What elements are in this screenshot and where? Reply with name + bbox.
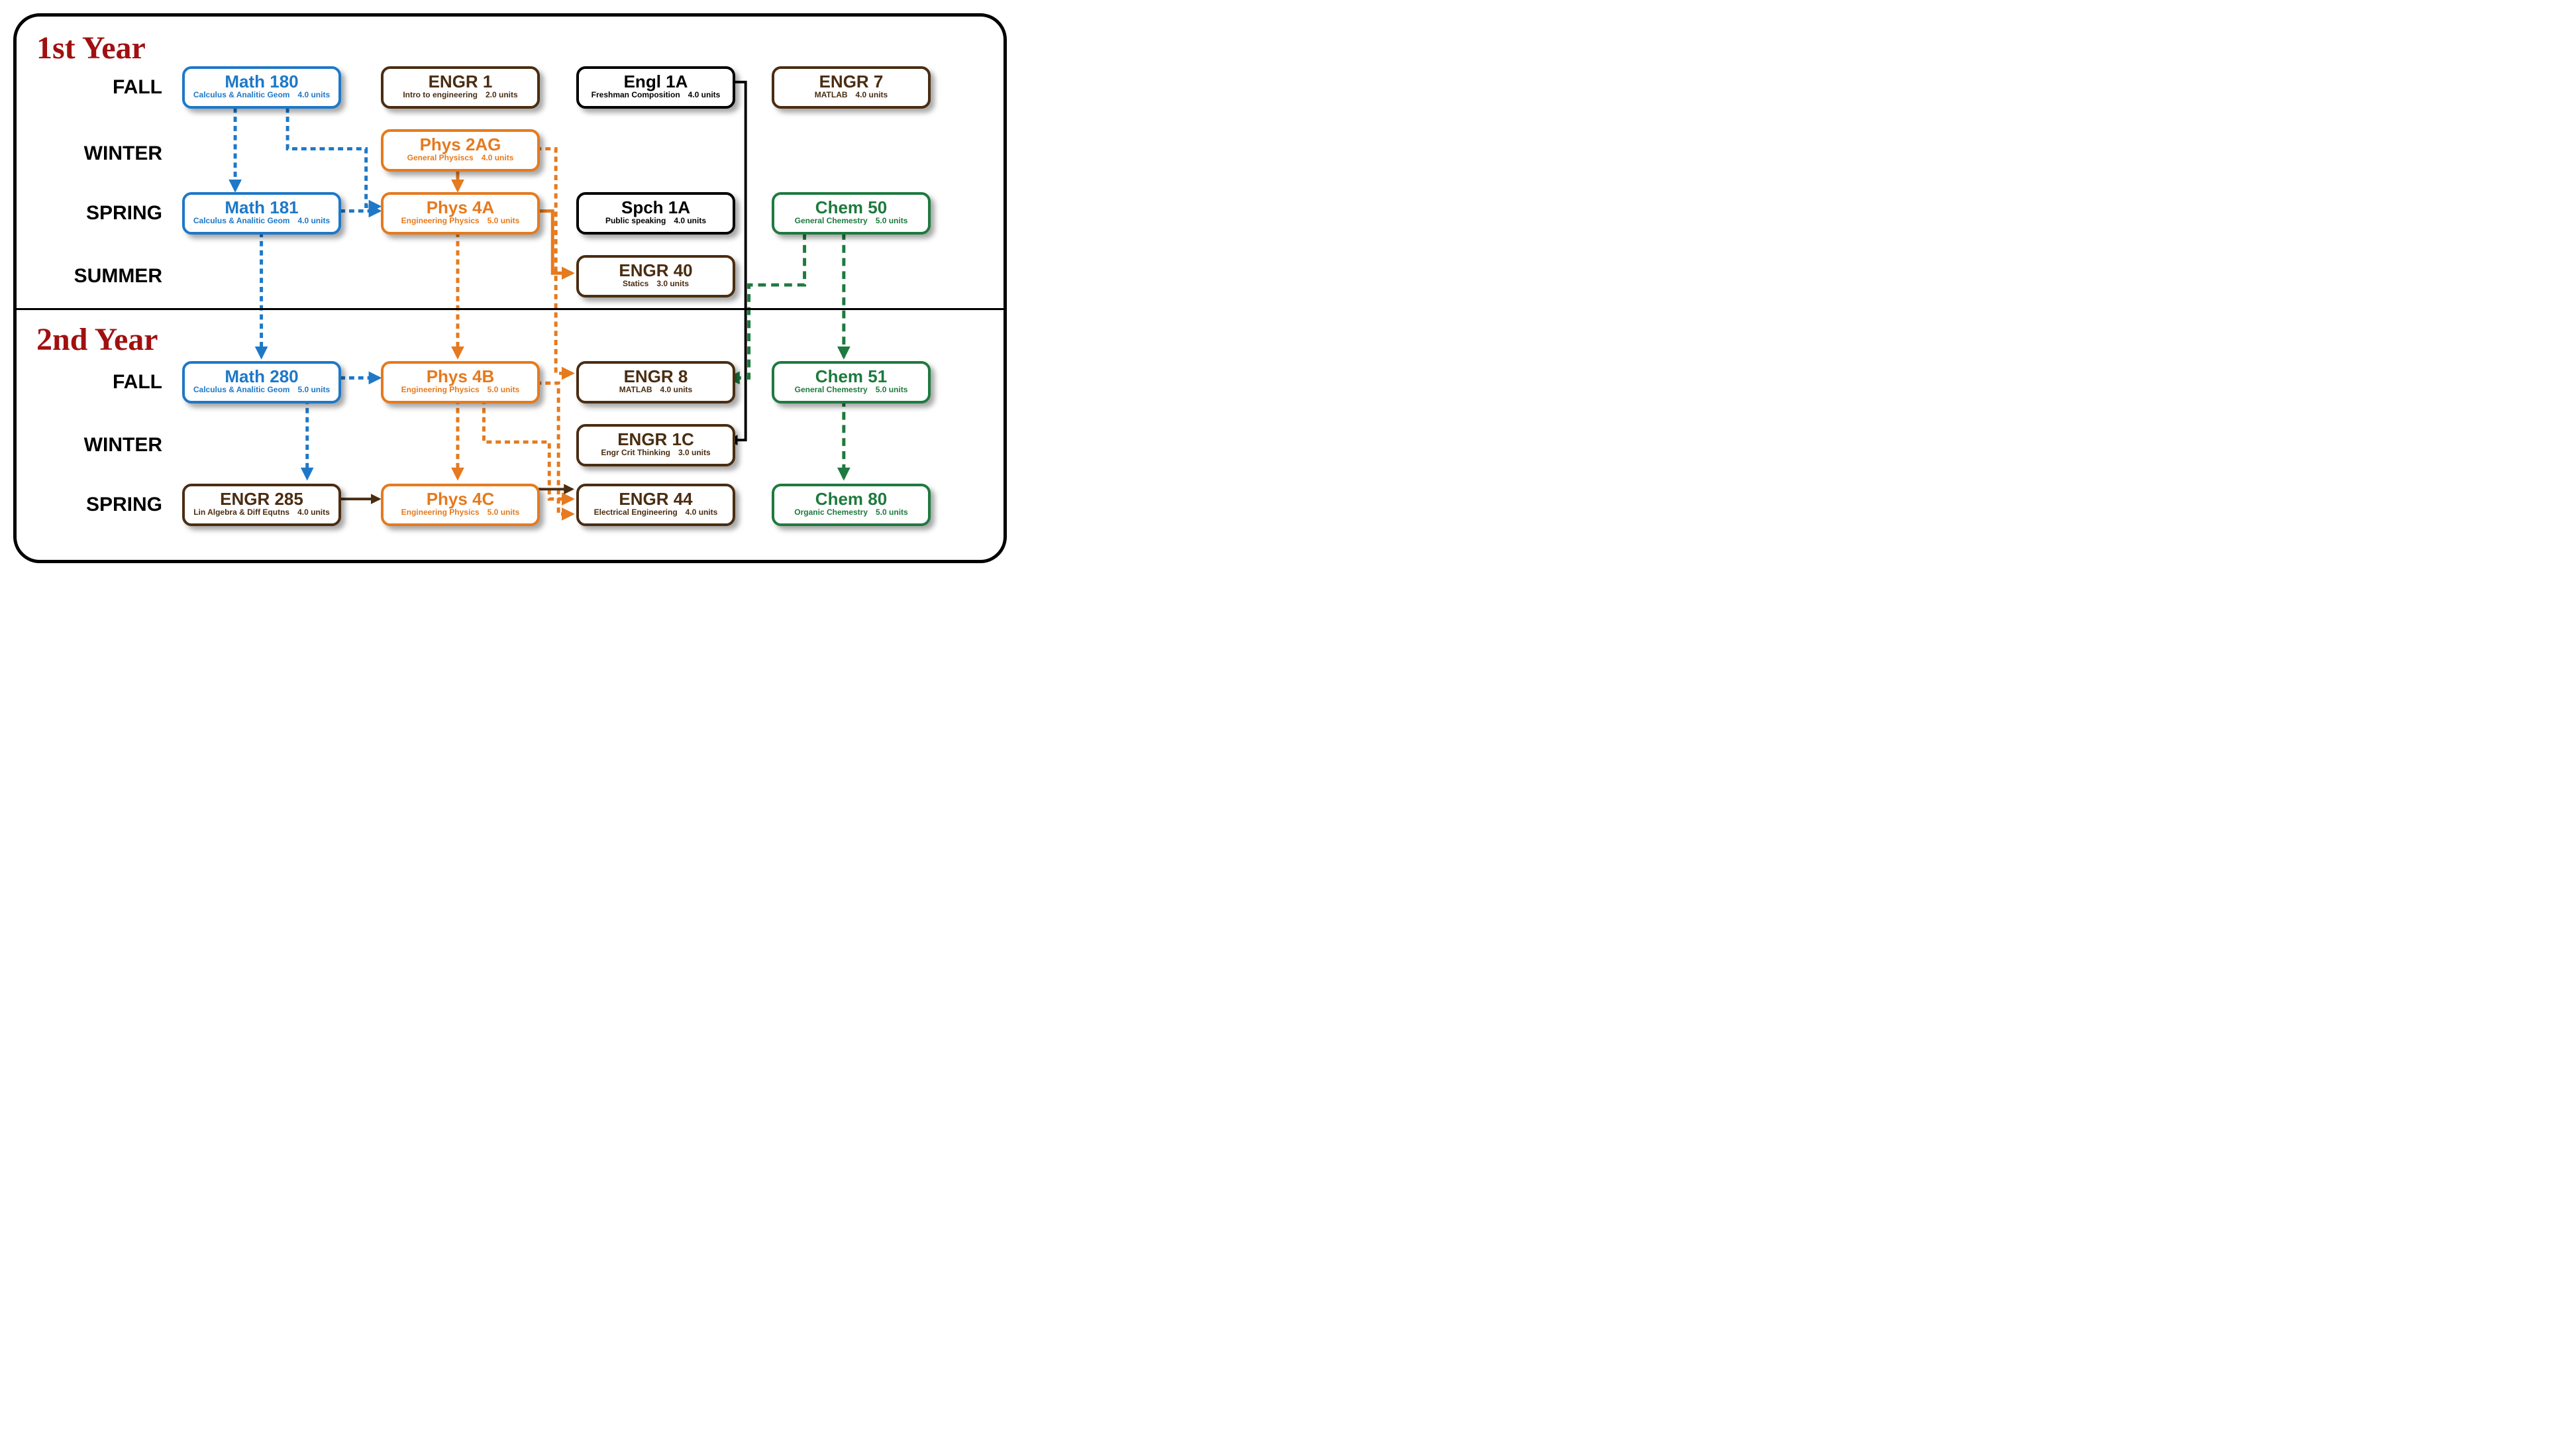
course-code: Math 280 — [187, 368, 336, 385]
course-subtitle: Calculus & Analitic Geom4.0 units — [187, 90, 336, 101]
curriculum-flowchart: 1st Year 2nd Year FALL WINTER SPRING SUMMER FA… — [13, 13, 1007, 563]
course-node-chem51: Chem 51General Chemestry5.0 units — [772, 361, 931, 403]
course-subtitle: General Chemestry5.0 units — [777, 385, 925, 396]
course-code: Phys 4A — [386, 199, 535, 216]
year-divider — [17, 308, 1004, 310]
course-subtitle: General Physiscs4.0 units — [386, 153, 535, 164]
year-label: 2nd Year — [36, 321, 158, 358]
course-code: Spch 1A — [582, 199, 730, 216]
course-code: Math 181 — [187, 199, 336, 216]
course-subtitle: Public speaking4.0 units — [582, 216, 730, 227]
term-label: SPRING — [30, 202, 162, 225]
course-code: ENGR 7 — [777, 73, 925, 90]
term-label: SPRING — [30, 494, 162, 516]
course-subtitle: Electrical Engineering4.0 units — [582, 508, 730, 518]
course-subtitle: General Chemestry5.0 units — [777, 216, 925, 227]
course-subtitle: Engineering Physics5.0 units — [386, 508, 535, 518]
course-code: ENGR 1C — [582, 431, 730, 448]
course-subtitle: Freshman Composition4.0 units — [582, 90, 730, 101]
term-label: WINTER — [30, 434, 162, 456]
course-node-engr285: ENGR 285Lin Algebra & Diff Equtns4.0 uni… — [182, 484, 341, 526]
year-label: 1st Year — [36, 30, 146, 66]
course-node-engr7: ENGR 7MATLAB4.0 units — [772, 66, 931, 109]
course-code: ENGR 8 — [582, 368, 730, 385]
course-node-engr40: ENGR 40Statics3.0 units — [576, 255, 735, 297]
course-node-math181: Math 181Calculus & Analitic Geom4.0 unit… — [182, 192, 341, 235]
course-subtitle: Organic Chemestry5.0 units — [777, 508, 925, 518]
course-code: Math 180 — [187, 73, 336, 90]
term-label: WINTER — [30, 142, 162, 165]
edge — [537, 149, 572, 374]
course-subtitle: Intro to engineering2.0 units — [386, 90, 535, 101]
course-subtitle: Calculus & Analitic Geom4.0 units — [187, 216, 336, 227]
term-label: FALL — [30, 371, 162, 394]
course-node-engr8: ENGR 8MATLAB4.0 units — [576, 361, 735, 403]
course-subtitle: Statics3.0 units — [582, 279, 730, 290]
course-node-engl1a: Engl 1AFreshman Composition4.0 units — [576, 66, 735, 109]
course-node-math280: Math 280Calculus & Analitic Geom5.0 unit… — [182, 361, 341, 403]
course-code: Engl 1A — [582, 73, 730, 90]
course-code: Chem 50 — [777, 199, 925, 216]
course-node-chem80: Chem 80Organic Chemestry5.0 units — [772, 484, 931, 526]
course-node-engr1: ENGR 1Intro to engineering2.0 units — [381, 66, 540, 109]
course-node-engr1c: ENGR 1CEngr Crit Thinking3.0 units — [576, 424, 735, 466]
course-node-phys2ag: Phys 2AGGeneral Physiscs4.0 units — [381, 129, 540, 172]
course-node-spch1a: Spch 1APublic speaking4.0 units — [576, 192, 735, 235]
course-node-chem50: Chem 50General Chemestry5.0 units — [772, 192, 931, 235]
course-subtitle: Engr Crit Thinking3.0 units — [582, 448, 730, 458]
course-subtitle: Calculus & Analitic Geom5.0 units — [187, 385, 336, 396]
course-node-phys4c: Phys 4CEngineering Physics5.0 units — [381, 484, 540, 526]
term-label: SUMMER — [30, 265, 162, 288]
course-code: ENGR 1 — [386, 73, 535, 90]
term-label: FALL — [30, 76, 162, 99]
course-subtitle: Lin Algebra & Diff Equtns4.0 units — [187, 508, 336, 518]
course-subtitle: MATLAB4.0 units — [582, 385, 730, 396]
course-code: Phys 4B — [386, 368, 535, 385]
course-node-phys4b: Phys 4BEngineering Physics5.0 units — [381, 361, 540, 403]
edge — [537, 383, 572, 514]
course-code: Phys 4C — [386, 490, 535, 508]
course-node-engr44: ENGR 44Electrical Engineering4.0 units — [576, 484, 735, 526]
course-subtitle: Engineering Physics5.0 units — [386, 385, 535, 396]
course-code: ENGR 285 — [187, 490, 336, 508]
course-node-math180: Math 180Calculus & Analitic Geom4.0 unit… — [182, 66, 341, 109]
course-subtitle: Engineering Physics5.0 units — [386, 216, 535, 227]
course-code: ENGR 40 — [582, 262, 730, 279]
course-node-phys4a: Phys 4AEngineering Physics5.0 units — [381, 192, 540, 235]
course-subtitle: MATLAB4.0 units — [777, 90, 925, 101]
course-code: Chem 80 — [777, 490, 925, 508]
edge — [537, 211, 572, 273]
course-code: Phys 2AG — [386, 136, 535, 153]
course-code: Chem 51 — [777, 368, 925, 385]
edge — [729, 232, 805, 378]
course-code: ENGR 44 — [582, 490, 730, 508]
